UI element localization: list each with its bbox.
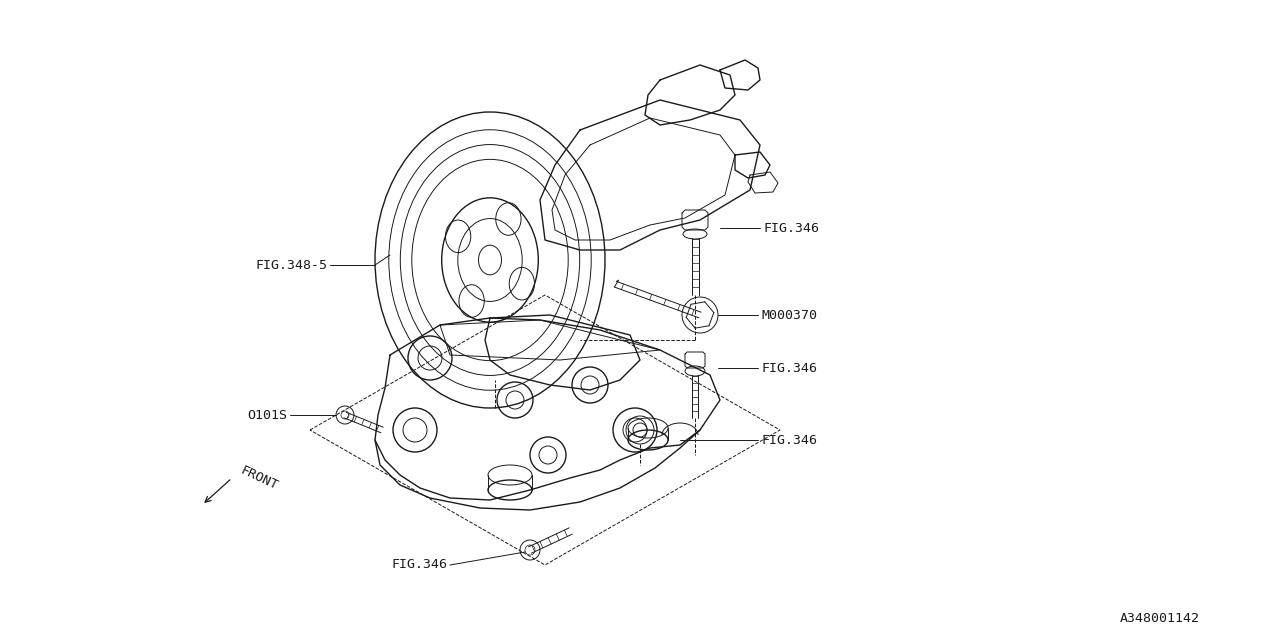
Text: FRONT: FRONT <box>238 463 280 492</box>
Text: FIG.346: FIG.346 <box>390 559 447 572</box>
Text: O101S: O101S <box>247 408 287 422</box>
Text: FIG.346: FIG.346 <box>762 433 817 447</box>
Text: FIG.346: FIG.346 <box>762 362 817 374</box>
Text: A348001142: A348001142 <box>1120 611 1201 625</box>
Text: M000370: M000370 <box>762 308 817 321</box>
Text: FIG.348-5: FIG.348-5 <box>255 259 326 271</box>
Text: FIG.346: FIG.346 <box>763 221 819 234</box>
